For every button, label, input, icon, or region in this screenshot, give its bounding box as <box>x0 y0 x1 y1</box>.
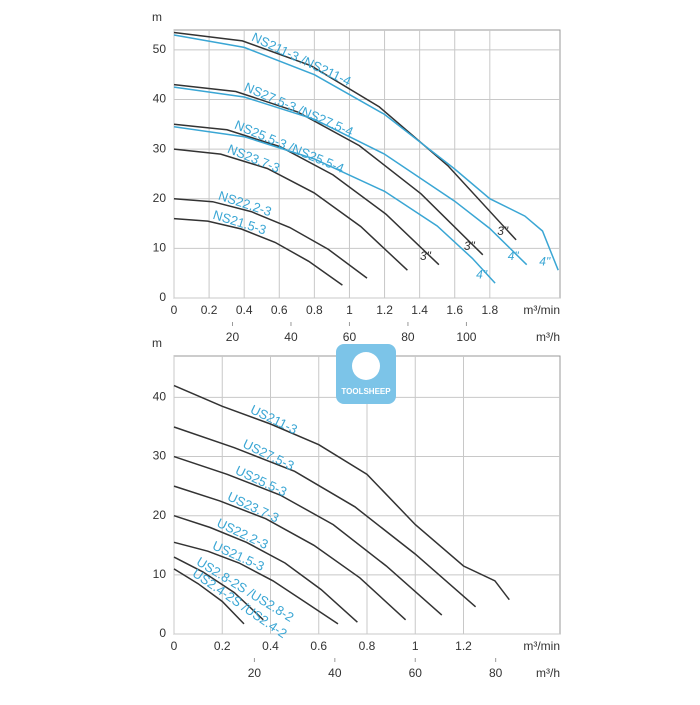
curve <box>173 197 368 279</box>
x2-tick-label: 40 <box>328 666 342 680</box>
x2-tick-label: 20 <box>248 666 262 680</box>
x-axis-label: m³/min <box>523 303 560 317</box>
x-tick-label: 0.4 <box>236 303 253 317</box>
curve <box>173 426 477 608</box>
x-tick-label: 0.6 <box>310 639 327 653</box>
x-tick-label: 0.8 <box>359 639 376 653</box>
curve-end-label: 3" <box>420 249 432 263</box>
y-tick-label: 20 <box>153 508 167 522</box>
curve <box>173 384 510 601</box>
x-tick-label: 1.4 <box>411 303 428 317</box>
curve <box>173 86 528 266</box>
plot-area <box>173 29 561 299</box>
x2-tick-label: 100 <box>456 330 476 344</box>
x-tick-label: 1.6 <box>446 303 463 317</box>
y-tick-label: 40 <box>153 92 167 106</box>
y-tick-label: 30 <box>153 449 167 463</box>
curve <box>173 568 245 625</box>
curve <box>173 485 407 621</box>
curve <box>173 455 443 616</box>
x2-tick-label: 60 <box>343 330 357 344</box>
x-tick-label: 0.8 <box>306 303 323 317</box>
x2-axis-label: m³/h <box>536 666 560 680</box>
y-tick-label: 30 <box>153 141 167 155</box>
logo-text: TOOLSHEEP <box>341 387 391 396</box>
curve <box>173 123 440 266</box>
logo-sheep <box>352 352 380 380</box>
curve-end-label: 3" <box>464 239 476 253</box>
x2-tick-label: 60 <box>409 666 423 680</box>
curve-label: NS211-3 /NS211-4 <box>250 29 354 89</box>
x2-tick-label: 40 <box>284 330 298 344</box>
x2-axis-label: m³/h <box>536 330 560 344</box>
x2-tick-label: 80 <box>489 666 503 680</box>
curve <box>173 83 484 256</box>
y-axis-label: m <box>152 10 162 24</box>
chart: 0 10 20 30 40 50 0 0.2 0.4 0.6 0.8 1 1.2 1.4 1.6 1.8 20 4… <box>152 10 561 344</box>
x-tick-label: 1.8 <box>481 303 498 317</box>
x-tick-label: 0 <box>171 303 178 317</box>
x2-tick-label: 20 <box>226 330 240 344</box>
curve-end-label: 4" <box>508 249 520 263</box>
x-tick-label: 1.2 <box>455 639 472 653</box>
x-tick-label: 0 <box>171 639 178 653</box>
y-tick-label: 0 <box>159 290 166 304</box>
x-tick-label: 1 <box>412 639 419 653</box>
curve <box>173 541 339 625</box>
curve-end-label: 3" <box>497 224 509 238</box>
x-axis-label: m³/min <box>523 639 560 653</box>
curve <box>173 34 559 271</box>
watermark: TOOLSHEEP <box>336 344 396 404</box>
curve <box>173 31 517 241</box>
y-tick-label: 0 <box>159 626 166 640</box>
x-tick-label: 1 <box>346 303 353 317</box>
y-tick-label: 20 <box>153 191 167 205</box>
curve-end-label: 4" <box>539 254 551 268</box>
x-tick-label: 1.2 <box>376 303 393 317</box>
curve <box>173 148 408 271</box>
x2-tick-label: 80 <box>401 330 415 344</box>
curve <box>173 217 343 286</box>
y-axis-label: m <box>152 336 162 350</box>
y-tick-label: 50 <box>153 42 167 56</box>
curve-end-label: 4" <box>476 267 488 281</box>
curve <box>173 126 496 284</box>
x-tick-label: 0.2 <box>201 303 218 317</box>
y-tick-label: 10 <box>153 567 167 581</box>
curve <box>173 556 264 621</box>
y-tick-label: 40 <box>153 390 167 404</box>
y-tick-label: 10 <box>153 241 167 255</box>
x-tick-label: 0.2 <box>214 639 231 653</box>
x-tick-label: 0.4 <box>262 639 279 653</box>
curve <box>173 514 358 623</box>
x-tick-label: 0.6 <box>271 303 288 317</box>
